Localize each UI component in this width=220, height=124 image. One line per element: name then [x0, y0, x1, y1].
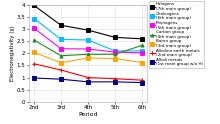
Carbon group
(4th main group): [60, 55, 62, 57]
Line: Carbon group
(4th main group): Carbon group (4th main group): [33, 38, 143, 57]
Alkali metals
(1st main group w/o H): [114, 81, 116, 83]
Alkaline earth metals
(2nd main group): [114, 78, 116, 79]
Halogens
(7th main group): [141, 38, 143, 40]
Line: Pnictogens
(5th main group): Pnictogens (5th main group): [33, 27, 143, 54]
Carbon group
(4th main group): [141, 45, 143, 46]
Halogens
(7th main group): [87, 29, 89, 31]
Pnictogens
(5th main group): [141, 52, 143, 54]
Halogens
(7th main group): [60, 25, 62, 26]
Alkaline earth metals
(2nd main group): [87, 77, 89, 78]
Boron group
(3rd main group): [33, 52, 35, 53]
Carbon group
(4th main group): [87, 54, 89, 55]
Line: Alkali metals
(1st main group w/o H): Alkali metals (1st main group w/o H): [33, 77, 143, 84]
Pnictogens
(5th main group): [114, 51, 116, 53]
Alkaline earth metals
(2nd main group): [141, 79, 143, 81]
Alkali metals
(1st main group w/o H): [87, 81, 89, 83]
Chalcogens
(6th main group): [141, 50, 143, 52]
Pnictogens
(5th main group): [87, 48, 89, 50]
Alkali metals
(1st main group w/o H): [141, 82, 143, 83]
Chalcogens
(6th main group): [114, 50, 116, 52]
Line: Alkaline earth metals
(2nd main group): Alkaline earth metals (2nd main group): [33, 62, 143, 82]
Pnictogens
(5th main group): [33, 27, 35, 29]
Boron group
(3rd main group): [87, 57, 89, 59]
Line: Chalcogens
(6th main group): Chalcogens (6th main group): [33, 17, 143, 52]
Alkaline earth metals
(2nd main group): [60, 69, 62, 71]
Pnictogens
(5th main group): [60, 48, 62, 49]
Alkali metals
(1st main group w/o H): [60, 78, 62, 80]
Halogens
(7th main group): [33, 5, 35, 6]
Boron group
(3rd main group): [141, 62, 143, 63]
Chalcogens
(6th main group): [33, 18, 35, 19]
Legend: Halogens
(7th main group), Chalcogens
(6th main group), Pnictogens
(5th main gro: Halogens (7th main group), Chalcogens (6…: [148, 1, 204, 68]
Halogens
(7th main group): [114, 37, 116, 38]
Alkaline earth metals
(2nd main group): [33, 63, 35, 64]
Carbon group
(4th main group): [114, 54, 116, 55]
Boron group
(3rd main group): [60, 62, 62, 63]
Y-axis label: Electronegativity (χ): Electronegativity (χ): [10, 26, 15, 81]
X-axis label: Period: Period: [78, 112, 98, 117]
Alkali metals
(1st main group w/o H): [33, 77, 35, 79]
Carbon group
(4th main group): [33, 39, 35, 41]
Boron group
(3rd main group): [114, 58, 116, 59]
Chalcogens
(6th main group): [60, 39, 62, 40]
Line: Halogens
(7th main group): Halogens (7th main group): [33, 4, 143, 40]
Line: Boron group
(3rd main group): Boron group (3rd main group): [33, 51, 143, 64]
Chalcogens
(6th main group): [87, 39, 89, 41]
